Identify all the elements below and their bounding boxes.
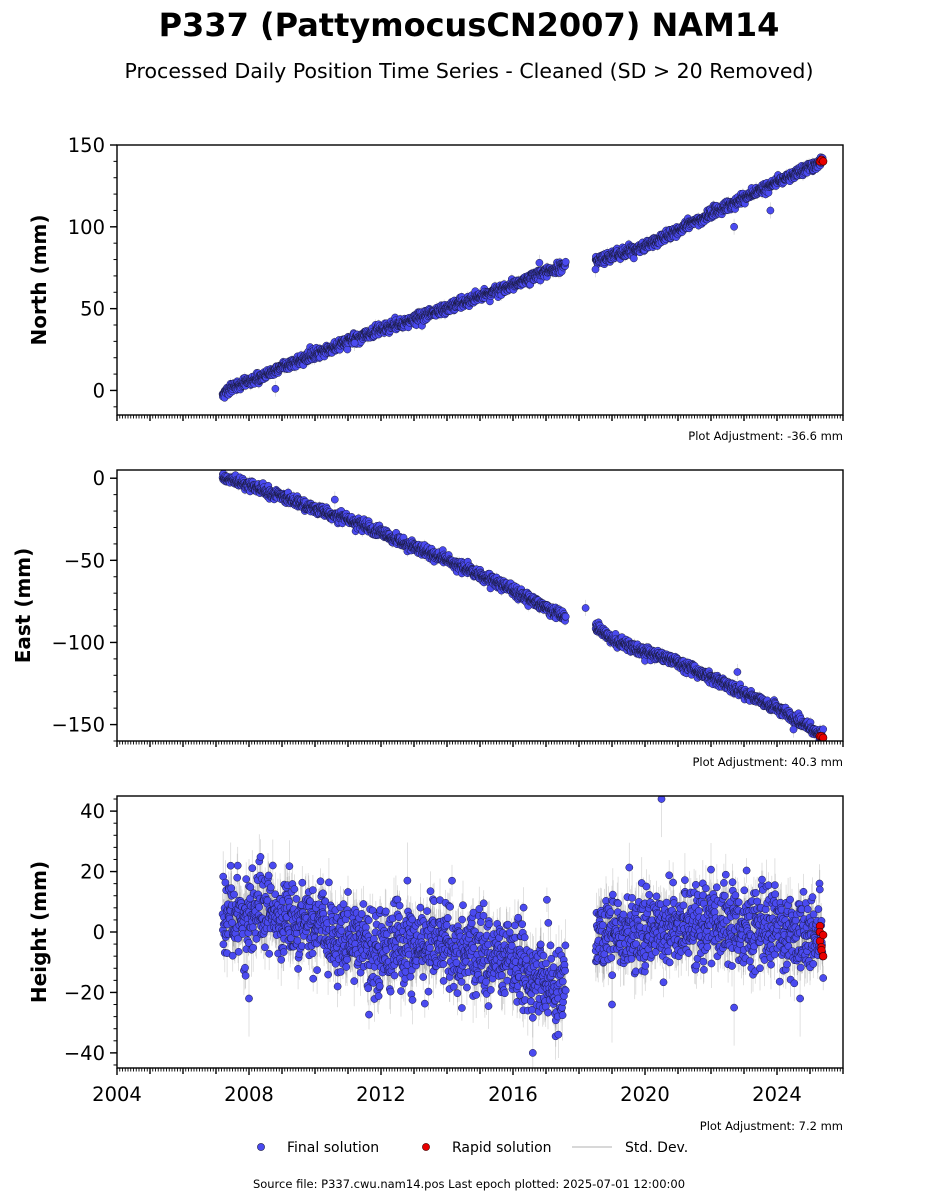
north-panel: 0 50 100 150 North (mm) Plot Adjustment: -36.… xyxy=(27,134,844,443)
final-point xyxy=(350,339,359,347)
y-tick-label: 100 xyxy=(68,216,105,239)
final-point xyxy=(766,206,775,215)
north-final-points xyxy=(218,153,828,402)
east-plot-area xyxy=(218,470,828,741)
final-point xyxy=(591,265,600,274)
final-point xyxy=(343,345,352,354)
y-tick-label: 150 xyxy=(68,134,105,157)
north-rapid-points xyxy=(815,155,828,166)
rapid-point xyxy=(819,157,828,166)
final-point xyxy=(730,222,738,231)
final-point xyxy=(271,384,280,393)
north-plot-area xyxy=(218,152,828,402)
y-axis-label: North (mm) xyxy=(27,214,51,345)
y-tick-label: 0 xyxy=(93,379,105,402)
plot-adjustment: Plot Adjustment: -36.6 mm xyxy=(688,429,843,443)
y-tick-label: 50 xyxy=(80,298,105,321)
final-point xyxy=(535,258,544,267)
final-point xyxy=(629,254,638,263)
chart-title: P337 (PattymocusCN2007) NAM14 xyxy=(159,6,780,44)
north-axes-frame xyxy=(116,144,844,416)
chart-subtitle: Processed Daily Position Time Series - C… xyxy=(125,59,814,83)
final-point xyxy=(561,257,570,266)
